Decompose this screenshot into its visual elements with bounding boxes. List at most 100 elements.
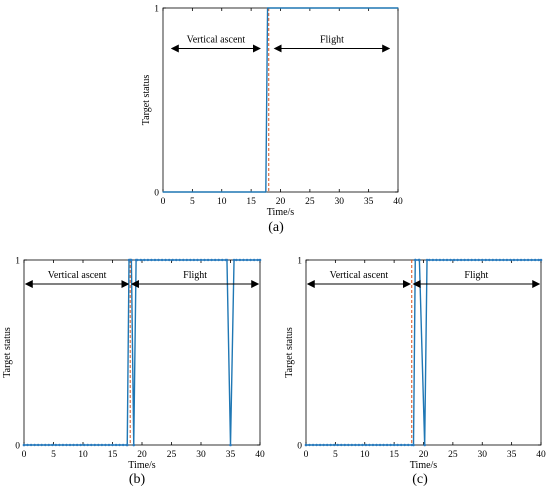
- sample-marker: [417, 258, 420, 262]
- panel-caption: (a): [268, 220, 284, 235]
- sample-marker: [235, 258, 238, 262]
- sample-marker: [318, 443, 322, 447]
- sample-marker: [354, 443, 357, 447]
- phase-label: Flight: [183, 270, 207, 281]
- sample-marker: [61, 443, 65, 447]
- sample-marker: [82, 443, 86, 447]
- sample-marker: [325, 443, 329, 447]
- sample-marker: [185, 258, 189, 262]
- sample-marker: [160, 258, 164, 262]
- sample-marker: [498, 258, 502, 262]
- plot-frame: [23, 259, 261, 446]
- data-point: [425, 258, 429, 262]
- sample-marker: [164, 258, 167, 262]
- sample-marker: [311, 443, 315, 447]
- x-tick-label: 20: [137, 450, 147, 460]
- sample-marker: [33, 443, 36, 447]
- sample-marker: [488, 258, 491, 262]
- x-tick-label: 25: [448, 450, 458, 460]
- data-point: [162, 191, 164, 193]
- sample-marker: [523, 258, 526, 262]
- data-point: [412, 443, 415, 447]
- x-tick-label: 0: [161, 197, 166, 207]
- sample-marker: [516, 258, 519, 262]
- y-tick-label: 1: [154, 5, 159, 15]
- sample-marker: [245, 258, 249, 262]
- sample-marker: [343, 443, 346, 447]
- sample-marker: [150, 258, 153, 262]
- sample-marker: [65, 443, 68, 447]
- series-line: [163, 7, 398, 193]
- sample-marker: [121, 443, 125, 447]
- x-tick-label: 25: [167, 450, 177, 460]
- sample-marker: [75, 443, 79, 447]
- data-point: [266, 7, 269, 9]
- x-axis-label: Time/s: [410, 460, 438, 471]
- sample-marker: [242, 258, 245, 262]
- sample-marker: [399, 443, 403, 447]
- sample-marker: [210, 258, 213, 262]
- sample-marker: [68, 443, 72, 447]
- sample-marker: [512, 258, 516, 262]
- sample-marker: [340, 443, 343, 447]
- sample-marker: [118, 443, 121, 447]
- sample-marker: [470, 258, 473, 262]
- sample-marker: [54, 443, 58, 447]
- chart-panel-c: 0 5 10 15 20 25 30 35 40 0 1 Time/s Target status Ver…: [284, 257, 546, 488]
- phase-label: Flight: [320, 34, 344, 45]
- sample-marker: [175, 258, 178, 262]
- sample-marker: [100, 443, 104, 447]
- x-tick-label: 35: [226, 450, 236, 460]
- sample-marker: [146, 258, 150, 262]
- chart-panel-a: 0 5 10 15 20 25 30 35 40 0 1 Time/s Target status Ver…: [141, 5, 403, 236]
- sample-marker: [171, 258, 174, 262]
- sample-marker: [466, 258, 470, 262]
- sample-marker: [431, 258, 435, 262]
- x-tick-label: 40: [393, 197, 403, 207]
- sample-marker: [459, 258, 463, 262]
- sample-marker: [143, 258, 146, 262]
- x-tick-label: 10: [78, 450, 88, 460]
- x-tick-label: 15: [108, 450, 118, 460]
- phase-label: Vertical ascent: [330, 270, 389, 281]
- y-tick-label: 0: [15, 442, 20, 452]
- sample-marker: [249, 258, 252, 262]
- sample-marker: [438, 258, 442, 262]
- x-tick-label: 10: [217, 197, 227, 207]
- x-tick-label: 0: [304, 450, 309, 460]
- sample-marker: [40, 443, 43, 447]
- sample-marker: [157, 258, 160, 262]
- sample-marker: [403, 443, 406, 447]
- sample-marker: [495, 258, 498, 262]
- sample-marker: [104, 443, 107, 447]
- sample-marker: [36, 443, 40, 447]
- sample-marker: [378, 443, 382, 447]
- x-tick-label: 30: [478, 450, 488, 460]
- sample-marker: [72, 443, 75, 447]
- phase-label: Flight: [464, 270, 488, 281]
- sample-marker: [26, 443, 29, 447]
- sample-marker: [519, 258, 523, 262]
- sample-marker: [537, 258, 540, 262]
- data-point: [539, 258, 543, 262]
- x-tick-label: 40: [536, 450, 546, 460]
- data-point: [423, 443, 426, 447]
- x-tick-label: 20: [276, 197, 286, 207]
- sample-marker: [484, 258, 487, 262]
- sample-marker: [51, 443, 54, 447]
- sample-marker: [125, 443, 128, 447]
- sample-marker: [452, 258, 456, 262]
- sample-marker: [392, 443, 396, 447]
- x-tick-label: 35: [507, 450, 517, 460]
- x-tick-label: 5: [190, 197, 195, 207]
- sample-marker: [329, 443, 332, 447]
- data-point: [397, 7, 399, 9]
- sample-marker: [44, 443, 47, 447]
- sample-marker: [333, 443, 336, 447]
- y-axis-label: Target status: [2, 327, 13, 378]
- x-tick-label: 0: [22, 450, 27, 460]
- sample-marker: [139, 258, 143, 262]
- sample-marker: [456, 258, 459, 262]
- sample-marker: [196, 258, 199, 262]
